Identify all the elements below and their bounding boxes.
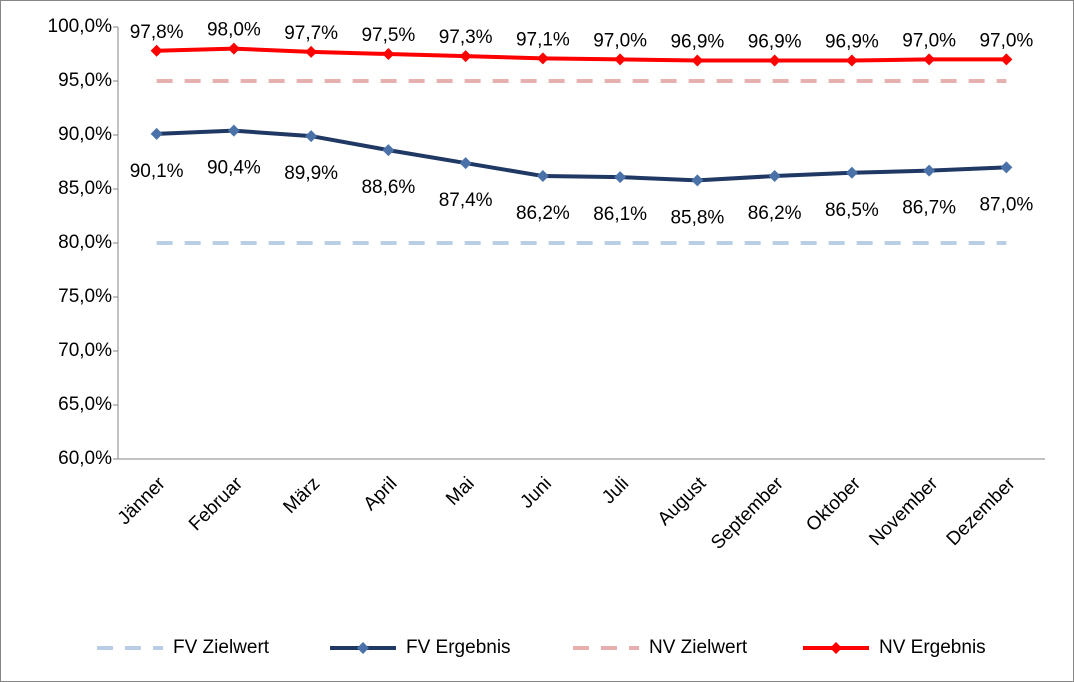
data-label: 89,9% xyxy=(284,163,338,184)
marker xyxy=(459,50,472,63)
data-label: 86,5% xyxy=(825,200,879,221)
legend-label: NV Zielwert xyxy=(649,637,748,658)
marker xyxy=(305,130,318,143)
marker xyxy=(1000,53,1013,66)
data-label: 88,6% xyxy=(361,177,415,198)
data-label: 97,0% xyxy=(902,30,956,51)
data-label: 86,7% xyxy=(902,198,956,219)
y-tick-label: 95,0% xyxy=(58,70,112,91)
data-label: 85,8% xyxy=(670,207,724,228)
data-label: 90,4% xyxy=(207,158,261,179)
marker xyxy=(227,42,240,55)
data-label: 96,9% xyxy=(748,31,802,52)
data-label: 97,8% xyxy=(130,22,184,43)
y-tick-label: 75,0% xyxy=(58,286,112,307)
data-label: 97,5% xyxy=(361,25,415,46)
marker xyxy=(305,45,318,58)
data-label: 86,2% xyxy=(516,203,570,224)
marker xyxy=(150,127,163,140)
data-label: 97,7% xyxy=(284,23,338,44)
marker xyxy=(614,171,627,184)
marker xyxy=(382,144,395,157)
data-label: 86,2% xyxy=(748,203,802,224)
marker xyxy=(691,54,704,67)
marker xyxy=(459,157,472,170)
marker xyxy=(150,44,163,57)
data-label: 97,0% xyxy=(593,30,647,51)
legend-marker xyxy=(357,642,369,654)
y-tick-label: 100,0% xyxy=(48,16,113,37)
y-tick-label: 70,0% xyxy=(58,340,112,361)
data-label: 96,9% xyxy=(670,31,724,52)
data-label: 97,1% xyxy=(516,29,570,50)
y-tick-label: 80,0% xyxy=(58,232,112,253)
data-label: 96,9% xyxy=(825,31,879,52)
marker xyxy=(536,52,549,65)
data-label: 97,0% xyxy=(979,30,1033,51)
y-tick-label: 85,0% xyxy=(58,178,112,199)
legend-label: NV Ergebnis xyxy=(879,637,986,658)
marker xyxy=(768,170,781,183)
data-label: 86,1% xyxy=(593,204,647,225)
series-line xyxy=(156,128,1007,183)
legend-label: FV Zielwert xyxy=(173,637,270,658)
series-line xyxy=(156,46,1007,63)
data-label: 87,4% xyxy=(439,190,493,211)
legend-marker xyxy=(830,642,842,654)
data-label: 97,3% xyxy=(439,27,493,48)
data-label: 90,1% xyxy=(130,161,184,182)
marker xyxy=(845,166,858,179)
legend-label: FV Ergebnis xyxy=(406,637,511,658)
data-label: 98,0% xyxy=(207,20,261,41)
marker xyxy=(382,48,395,60)
y-tick-label: 90,0% xyxy=(58,124,112,145)
marker xyxy=(227,124,240,137)
y-tick-label: 65,0% xyxy=(58,394,112,415)
marker xyxy=(845,54,858,67)
marker xyxy=(923,164,936,177)
marker xyxy=(536,170,549,183)
marker xyxy=(768,54,781,67)
y-tick-label: 60,0% xyxy=(58,448,112,469)
marker xyxy=(691,174,704,187)
data-label: 87,0% xyxy=(979,194,1033,215)
marker xyxy=(923,53,936,66)
marker xyxy=(1000,161,1013,174)
marker xyxy=(614,53,627,66)
